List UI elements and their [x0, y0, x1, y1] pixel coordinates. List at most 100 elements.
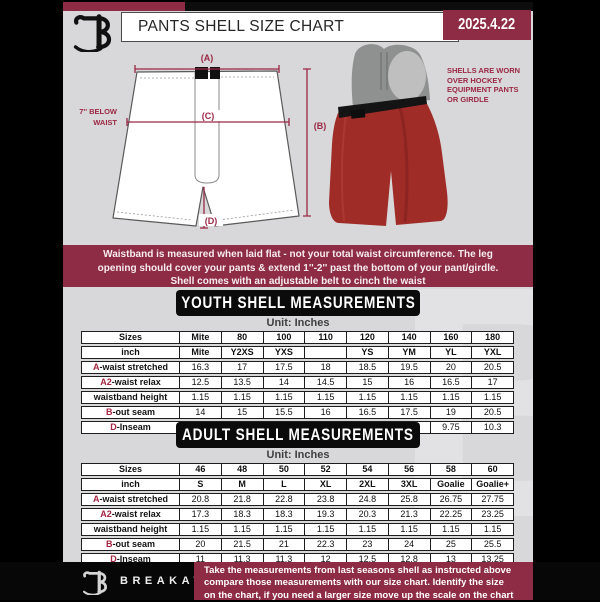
table-cell: YS [346, 347, 388, 358]
table-cell: 17 [471, 377, 513, 388]
table-cell: 1.15 [471, 392, 513, 403]
shell-shading [397, 103, 409, 223]
photo-note-line: SHELLS ARE WORN [447, 66, 521, 75]
table-cell: 3XL [387, 479, 430, 490]
youth-measurements-table: Sizes Mite 80 100 110 120 140 160 180 inch Mite Y2X… [81, 331, 514, 436]
photo-note-line: OVER HOCKEY [447, 75, 503, 85]
row-label: D-Inseam [110, 554, 151, 562]
table-row: waistband height 1.15 1.15 1.15 1.15 1.15 1.15… [81, 391, 514, 404]
shell-red-shorts [329, 100, 448, 226]
table-cell: 21.8 [220, 494, 263, 505]
table-cell: 18 [304, 362, 346, 373]
notice-band: Waistband is measured when laid flat - n… [63, 245, 533, 287]
row-label: A-waist stretched [92, 362, 169, 372]
table-cell: 1.15 [387, 392, 430, 403]
row-label: Sizes [118, 332, 142, 342]
table-cell: 16 [304, 407, 346, 418]
photo-note-line: EQUIPMENT PANTS [447, 85, 519, 94]
table-cell: 1.15 [262, 392, 305, 403]
table-cell: 46 [179, 464, 221, 475]
girdle-laces [380, 52, 388, 90]
notice-line: Waistband is measured when laid flat - n… [103, 249, 493, 260]
table-cell: 16 [387, 377, 430, 388]
table-cell: 11.3 [220, 554, 263, 562]
row-label-prefix: A [92, 494, 100, 504]
table-cell: 1.15 [304, 392, 346, 403]
youth-banner-text: YOUTH SHELL MEASUREMENTS [180, 293, 416, 312]
table-cell: M [220, 479, 263, 490]
table-row: A-waist stretched 20.8 21.8 22.8 23.8 24.8 25.… [81, 493, 514, 506]
title-box: PANTS SHELL SIZE CHART [121, 12, 459, 42]
row-label: B-out seam [105, 539, 155, 549]
table-cell: 80 [220, 332, 263, 343]
measure-label-b: (B) [314, 121, 327, 131]
table-cell: Mite [179, 332, 221, 343]
table-cell: 10.3 [471, 422, 513, 433]
adult-measurements-table: Sizes 46 48 50 52 54 56 58 60 inch S M L XL 2XL 3XL Goal… [81, 463, 514, 562]
row-label-prefix: D [110, 554, 117, 562]
table-cell: 15 [346, 377, 388, 388]
breakaway-logo-icon [73, 14, 112, 52]
adult-banner-text: ADULT SHELL MEASUREMENTS [182, 425, 414, 444]
row-label: inch [121, 347, 140, 357]
table-cell: 20 [179, 539, 221, 550]
table-cell: 22.3 [304, 539, 346, 550]
table-cell: Goalie [429, 479, 472, 490]
table-cell: 58 [429, 464, 472, 475]
photo-note: SHELLS ARE WORN OVER HOCKEY EQUIPMENT PA… [447, 66, 533, 104]
row-label: A-waist stretched [92, 494, 169, 504]
size-chart-page: B PANTS SHELL SIZE CHART 2025.4.22 [63, 2, 533, 562]
row-label-prefix: A2 [100, 509, 112, 519]
table-cell: 25.5 [471, 539, 513, 550]
youth-unit-label: Unit: Inches [266, 317, 330, 329]
table-cell: 20.5 [471, 362, 513, 373]
table-cell: 1.15 [304, 524, 346, 535]
waistband-dashed-line [140, 76, 274, 79]
fly-panel [194, 71, 220, 184]
table-cell: L [262, 479, 305, 490]
measure-label-c: (C) [202, 111, 215, 121]
table-cell: 18.5 [346, 362, 388, 373]
date-badge: 2025.4.22 [443, 10, 531, 40]
table-cell: 1.15 [346, 392, 388, 403]
row-label: A2-waist relax [100, 377, 161, 387]
table-cell: YM [387, 347, 430, 358]
table-cell: Y2XS [220, 347, 263, 358]
table-cell: 160 [429, 332, 472, 343]
table-cell: 15.5 [262, 407, 305, 418]
table-cell: 1.15 [220, 524, 263, 535]
photo-note-line: OR GIRDLE [447, 94, 489, 104]
table-cell: 14 [262, 377, 305, 388]
table-cell: 19.3 [304, 509, 346, 520]
table-cell: YXS [262, 347, 305, 358]
table-cell: 180 [471, 332, 513, 343]
table-cell: 48 [220, 464, 263, 475]
table-cell: 13.25 [471, 554, 513, 562]
footer-note-line: on the chart, if you need a larger size … [204, 589, 514, 601]
table-cell [304, 347, 346, 358]
table-row: B-out seam 20 21.5 21 22.3 23 24 25 25.5 [81, 538, 514, 551]
table-cell: XL [304, 479, 346, 490]
table-cell: 15 [220, 407, 263, 418]
table-cell: 23 [346, 539, 388, 550]
row-label: inch [121, 479, 140, 489]
table-cell: 1.15 [179, 392, 221, 403]
youth-section-banner: YOUTH SHELL MEASUREMENTS [176, 290, 420, 316]
table-cell: 23.25 [471, 509, 513, 520]
table-cell: 23.8 [304, 494, 346, 505]
table-cell: 21.5 [220, 539, 263, 550]
date-text: 2025.4.22 [458, 16, 516, 33]
table-cell: 13 [429, 554, 472, 562]
table-cell: YL [429, 347, 472, 358]
table-cell: 100 [262, 332, 305, 343]
table-row: A2-waist relax 12.5 13.5 14 14.5 15 16 16.5 17 [81, 376, 514, 389]
table-cell: 2XL [346, 479, 388, 490]
table-row: D-Inseam 11 11.3 11.3 12 12.5 12.8 13 13.25 [81, 553, 514, 562]
pants-measurement-diagram: (A) (B) (C) (D) 7'' BELOW WAIST [79, 44, 448, 229]
table-cell: 24 [387, 539, 430, 550]
measure-line-a [134, 65, 280, 73]
table-cell: 17 [220, 362, 263, 373]
table-cell: 19.5 [387, 362, 430, 373]
hem-dashed-line [116, 209, 295, 221]
table-cell: 1.15 [179, 524, 221, 535]
